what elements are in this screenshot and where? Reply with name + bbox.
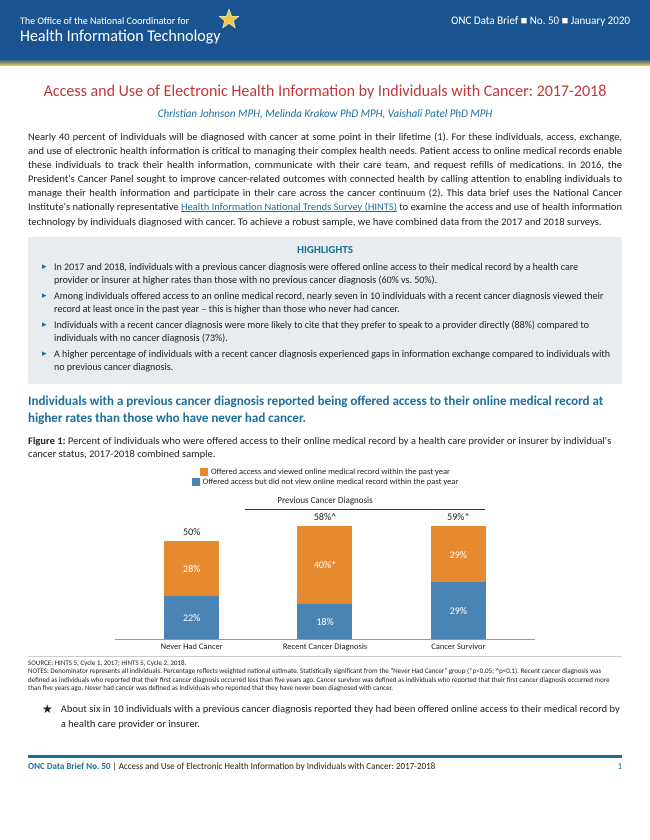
- page-title: Access and Use of Electronic Health Info…: [28, 82, 622, 103]
- notes-text: NOTES: Denominator represents all indivi…: [28, 667, 622, 692]
- bar-stack: 18%40%*: [297, 526, 352, 639]
- star-icon: [218, 8, 240, 30]
- callout: ★ About six in 10 individuals with a pre…: [28, 702, 622, 730]
- office-name: The Office of the National Coordinator f…: [20, 14, 220, 48]
- highlight-item: Among individuals offered access to an o…: [42, 289, 612, 316]
- bar-group: 58%^ 18%40%*: [280, 510, 370, 639]
- bar-segment: 29%: [431, 582, 486, 639]
- bar-stack: 22%28%: [164, 541, 219, 638]
- highlights-box: HIGHLIGHTS In 2017 and 2018, individuals…: [28, 237, 622, 384]
- bar-segment: 40%*: [297, 526, 352, 604]
- footer-left: ONC Data Brief No. 50 | Access and Use o…: [28, 761, 435, 772]
- bar-stack: 29%29%: [431, 526, 486, 639]
- x-label: Recent Cancer Diagnosis: [280, 642, 370, 652]
- x-label: Never Had Cancer: [147, 642, 237, 652]
- bar-total-label: 50%: [183, 525, 200, 538]
- authors: Christian Johnson MPH, Melinda Krakow Ph…: [28, 107, 622, 120]
- figure-label-bold: Figure 1:: [28, 434, 66, 447]
- office-line1: The Office of the National Coordinator f…: [20, 14, 220, 27]
- highlights-title: HIGHLIGHTS: [38, 243, 612, 256]
- bars-container: 50% 22%28% 58%^ 18%40%* 59%* 29%29%: [115, 510, 535, 640]
- brief-id: ONC Data Brief ■ No. 50 ■ January 2020: [451, 14, 630, 27]
- footer-title: | Access and Use of Electronic Health In…: [111, 761, 436, 772]
- x-label: Cancer Survivor: [413, 642, 503, 652]
- legend-item: Offered access and viewed online medical…: [200, 467, 450, 477]
- bar-segment: 18%: [297, 604, 352, 639]
- page-header: The Office of the National Coordinator f…: [0, 0, 650, 66]
- page-footer: ONC Data Brief No. 50 | Access and Use o…: [28, 755, 622, 772]
- office-line2: Health Information Technology: [20, 27, 220, 48]
- bar-group: 50% 22%28%: [147, 525, 237, 638]
- x-axis-labels: Never Had Cancer Recent Cancer Diagnosis C…: [115, 640, 535, 652]
- page-number: 1: [617, 761, 622, 772]
- section-heading: Individuals with a previous cancer diagn…: [28, 394, 622, 428]
- star-bullet-icon: ★: [42, 702, 53, 730]
- chart-group-title: Previous Cancer Diagnosis: [115, 495, 535, 506]
- bar-segment: 22%: [164, 596, 219, 639]
- bar-total-label: 58%^: [314, 510, 336, 523]
- bar-group: 59%* 29%29%: [413, 510, 503, 639]
- highlight-item: Individuals with a recent cancer diagnos…: [42, 318, 612, 345]
- figure-1-chart: Offered access and viewed online medical…: [115, 467, 535, 652]
- legend-text: Offered access and viewed online medical…: [211, 467, 450, 477]
- figure-source: SOURCE: HINTS 5, Cycle 1, 2017; HINTS 5,…: [28, 656, 622, 693]
- hints-link[interactable]: Health Information National Trends Surve…: [181, 200, 397, 213]
- legend-swatch-orange: [200, 468, 208, 476]
- content-area: Access and Use of Electronic Health Info…: [0, 66, 650, 741]
- legend-item: Offered access but did not view online m…: [192, 477, 459, 487]
- bar-segment: 29%: [431, 526, 486, 583]
- highlight-item: In 2017 and 2018, individuals with a pre…: [42, 260, 612, 287]
- legend-swatch-blue: [192, 478, 200, 486]
- callout-text: About six in 10 individuals with a previ…: [61, 702, 622, 730]
- chart-legend: Offered access and viewed online medical…: [115, 467, 535, 487]
- figure-label-rest: Percent of individuals who were offered …: [28, 434, 611, 461]
- highlights-list: In 2017 and 2018, individuals with a pre…: [38, 260, 612, 374]
- highlight-item: A higher percentage of individuals with …: [42, 347, 612, 374]
- footer-brief-id: ONC Data Brief No. 50: [28, 761, 111, 772]
- bar-total-label: 59%*: [447, 510, 469, 523]
- intro-paragraph: Nearly 40 percent of individuals will be…: [28, 130, 622, 229]
- bar-segment: 28%: [164, 541, 219, 596]
- figure-label: Figure 1: Percent of individuals who wer…: [28, 434, 622, 461]
- legend-text: Offered access but did not view online m…: [203, 477, 459, 487]
